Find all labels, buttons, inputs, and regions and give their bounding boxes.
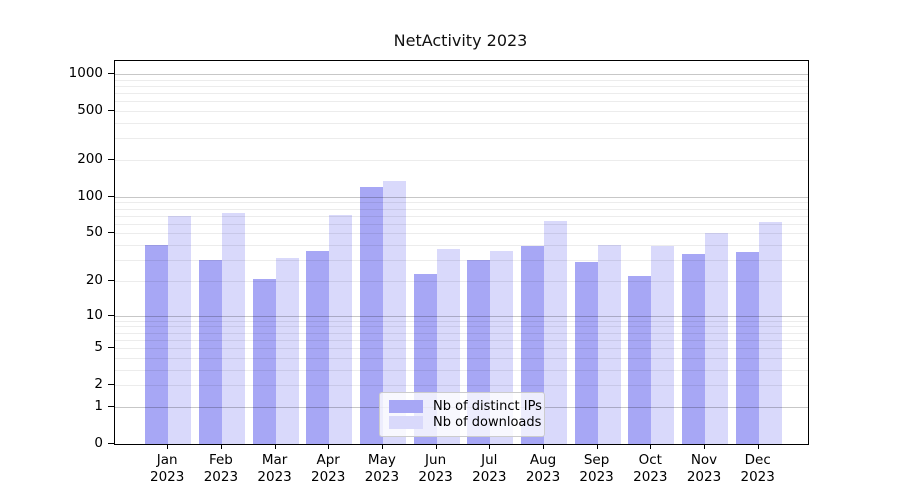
bar-downloads-oct (651, 246, 675, 444)
x-tick-label-dec: Dec 2023 (740, 452, 775, 485)
x-tick-mark (757, 444, 759, 449)
gridline-minor (115, 202, 808, 204)
y-tick-mark (108, 195, 114, 197)
y-tick-mark (108, 314, 114, 316)
x-tick-mark (650, 444, 652, 449)
gridline-minor (115, 111, 808, 113)
y-tick-mark (108, 405, 114, 407)
legend-swatch-downloads (389, 416, 423, 429)
gridline-minor (115, 101, 808, 103)
bar-distinct-ips-oct (628, 276, 652, 444)
legend: Nb of distinct IPs Nb of downloads (379, 392, 545, 437)
x-tick-label-oct: Oct 2023 (633, 452, 668, 485)
legend-swatch-distinct-ips (389, 400, 423, 413)
bar-distinct-ips-mar (252, 278, 276, 444)
x-tick-label-may: May 2023 (364, 452, 400, 485)
y-tick-mark (108, 279, 114, 281)
bar-downloads-dec (758, 222, 782, 444)
bar-downloads-sep (597, 245, 621, 444)
bar-distinct-ips-feb (198, 260, 222, 444)
x-tick-label-mar: Mar 2023 (257, 452, 292, 485)
x-tick-mark (435, 444, 437, 449)
bar-downloads-nov (705, 233, 728, 444)
x-tick-mark (704, 444, 705, 449)
legend-item-distinct-ips: Nb of distinct IPs (389, 399, 542, 414)
y-tick-label: 5 (94, 339, 103, 355)
bar-downloads-feb (221, 212, 245, 444)
plot-area (114, 60, 809, 445)
x-tick-mark (489, 444, 491, 449)
y-tick-label: 50 (85, 224, 103, 241)
x-tick-mark (328, 444, 330, 449)
gridline-major (115, 196, 808, 198)
y-tick-mark (108, 443, 114, 444)
y-tick-label: 200 (77, 151, 103, 167)
x-tick-label-sep: Sep 2023 (579, 452, 614, 485)
gridline-minor (115, 123, 808, 124)
bar-downloads-jan (168, 215, 192, 444)
gridline-minor (115, 138, 808, 140)
y-tick-mark (108, 232, 114, 234)
gridline-minor (115, 160, 808, 161)
y-tick-mark (108, 159, 114, 160)
y-tick-mark (108, 347, 114, 348)
gridline-minor (115, 85, 808, 87)
x-tick-label-nov: Nov 2023 (686, 452, 722, 485)
gridline-minor (115, 215, 808, 217)
y-tick-label: 1 (94, 397, 103, 414)
bar-downloads-mar (275, 258, 299, 444)
bar-distinct-ips-nov (682, 253, 705, 444)
bar-downloads-aug (544, 221, 567, 444)
y-tick-mark (108, 110, 114, 112)
gridline-minor (115, 208, 808, 210)
x-tick-mark (596, 444, 598, 449)
x-tick-mark (381, 444, 383, 449)
x-tick-label-apr: Apr 2023 (311, 452, 346, 485)
bar-downloads-may (382, 180, 406, 444)
bar-distinct-ips-sep (574, 261, 598, 444)
x-tick-label-aug: Aug 2023 (525, 452, 561, 485)
y-tick-mark (108, 384, 114, 386)
y-tick-label: 100 (77, 187, 103, 204)
bar-distinct-ips-apr (306, 250, 330, 444)
y-tick-mark (108, 73, 114, 74)
gridline-minor (115, 223, 808, 225)
bar-downloads-apr (329, 215, 353, 444)
bar-distinct-ips-dec (735, 252, 759, 444)
x-tick-mark (274, 444, 276, 449)
x-tick-mark (220, 444, 222, 449)
legend-label-downloads: Nb of downloads (433, 415, 542, 430)
gridline-minor (115, 79, 808, 81)
bar-distinct-ips-may (359, 187, 383, 444)
y-tick-label: 20 (85, 271, 103, 288)
bar-distinct-ips-jan (145, 245, 169, 444)
y-tick-label: 2 (94, 376, 103, 393)
x-tick-label-jul: Jul 2023 (472, 452, 507, 485)
chart-title: NetActivity 2023 (393, 31, 528, 50)
x-tick-label-jun: Jun 2023 (418, 452, 453, 485)
x-tick-mark (167, 444, 169, 449)
y-tick-label: 0 (94, 435, 103, 451)
legend-label-distinct-ips: Nb of distinct IPs (433, 399, 542, 414)
legend-item-downloads: Nb of downloads (389, 415, 541, 430)
y-tick-label: 1000 (68, 65, 103, 81)
gridline-minor (115, 93, 808, 95)
x-tick-label-feb: Feb 2023 (203, 452, 239, 485)
gridline-major (115, 74, 808, 75)
y-tick-label: 500 (77, 102, 103, 119)
y-tick-label: 10 (85, 306, 103, 323)
x-tick-mark (543, 444, 544, 449)
x-tick-label-jan: Jan 2023 (150, 452, 185, 485)
